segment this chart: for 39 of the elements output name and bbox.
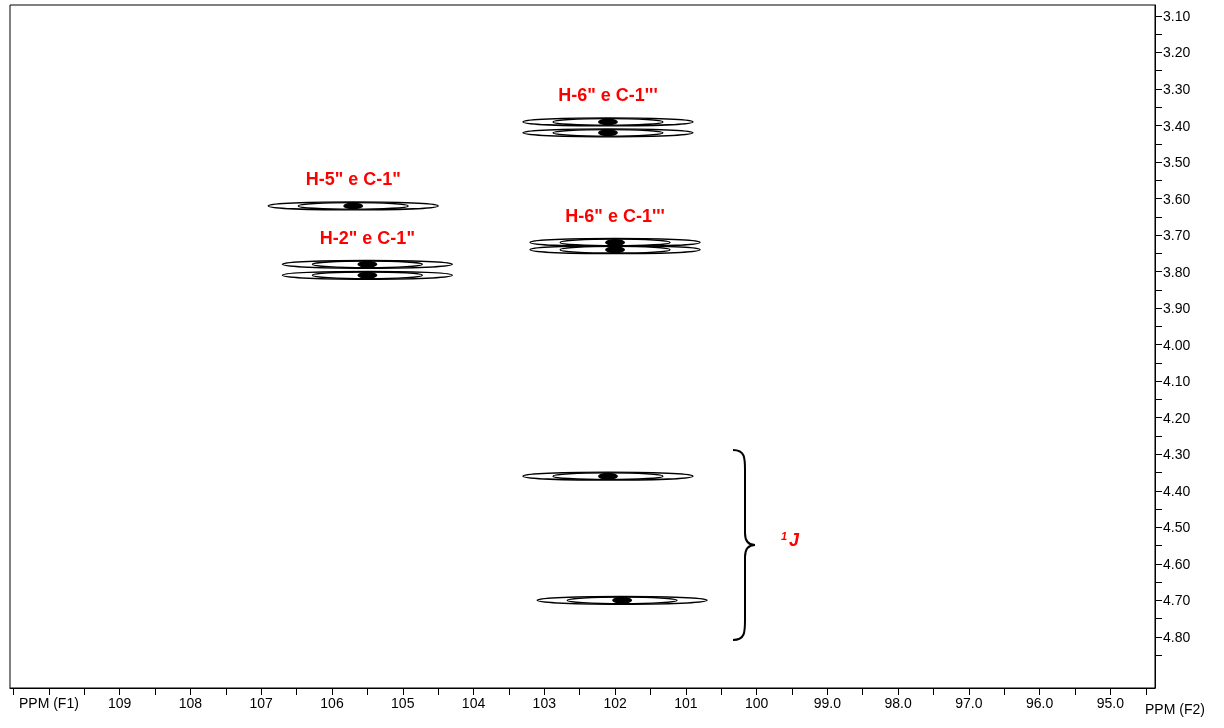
x-tick-label: 102 xyxy=(603,695,627,711)
x-tick-label: 103 xyxy=(532,695,557,711)
y-tick-label: 3.30 xyxy=(1163,81,1191,98)
y-tick-label: 3.70 xyxy=(1163,227,1191,244)
y-tick-label: 4.60 xyxy=(1163,555,1191,572)
y-axis-title: PPM (F2) xyxy=(1145,701,1205,717)
y-tick-label: 4.80 xyxy=(1163,628,1191,645)
x-tick-label: 105 xyxy=(391,695,415,711)
x-tick-label: PPM (F1) xyxy=(18,695,79,711)
data-label: H-5" e C-1" xyxy=(305,169,401,190)
y-tick-label: 4.00 xyxy=(1163,336,1191,353)
data-label: H-6" e C-1''' xyxy=(565,205,665,226)
x-tick-label: 108 xyxy=(178,695,203,711)
x-tick-label: 106 xyxy=(320,695,344,711)
x-tick-label: 109 xyxy=(108,695,132,711)
x-tick-label: 95.0 xyxy=(1096,695,1125,711)
x-tick-label: 96.0 xyxy=(1026,695,1054,711)
y-tick-label: 3.60 xyxy=(1163,190,1191,207)
x-tick-label: 99.0 xyxy=(813,695,842,711)
x-tick-label: 97.0 xyxy=(955,695,983,711)
y-tick-label: 3.90 xyxy=(1163,300,1191,317)
y-tick-label: 3.40 xyxy=(1163,117,1191,134)
x-tick-label: 101 xyxy=(674,695,698,711)
data-label: H-2" e C-1" xyxy=(319,227,415,248)
x-tick-label: 100 xyxy=(744,695,769,711)
x-tick-label: 107 xyxy=(249,695,274,711)
data-label: H-6" e C-1''' xyxy=(558,85,658,106)
y-tick-label: 3.80 xyxy=(1163,263,1191,280)
y-tick-label: 3.20 xyxy=(1163,44,1191,61)
x-tick-label: 104 xyxy=(461,695,486,711)
y-tick-label: 4.20 xyxy=(1163,409,1191,426)
y-tick-label: 4.10 xyxy=(1163,373,1191,390)
y-tick-label: 4.50 xyxy=(1163,519,1191,536)
y-tick-label: 4.30 xyxy=(1163,446,1191,463)
y-tick-label: 3.50 xyxy=(1163,154,1191,171)
y-tick-label: 3.10 xyxy=(1163,7,1191,24)
x-tick-label: 98.0 xyxy=(884,695,912,711)
y-tick-label: 4.40 xyxy=(1163,482,1191,499)
y-tick-label: 4.70 xyxy=(1163,592,1191,609)
